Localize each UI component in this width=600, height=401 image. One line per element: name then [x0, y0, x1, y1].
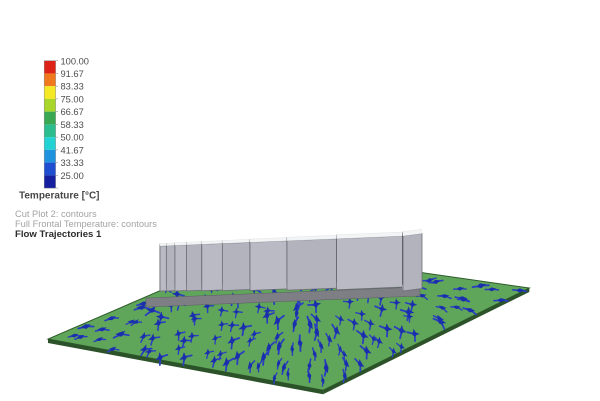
svg-text:66.67: 66.67	[61, 107, 84, 117]
svg-text:Temperature [°C]: Temperature [°C]	[19, 191, 100, 202]
svg-text:Cut Plot 2: contours: Cut Plot 2: contours	[15, 209, 97, 219]
svg-text:91.67: 91.67	[61, 69, 84, 79]
svg-text:75.00: 75.00	[61, 95, 84, 105]
svg-text:33.33: 33.33	[61, 158, 84, 168]
svg-text:50.00: 50.00	[61, 133, 84, 143]
svg-text:100.00: 100.00	[61, 56, 89, 66]
svg-text:41.67: 41.67	[61, 145, 84, 155]
svg-text:Flow Trajectories 1: Flow Trajectories 1	[15, 229, 102, 240]
svg-text:58.33: 58.33	[61, 120, 84, 130]
svg-text:Full Frontal Temperature: cont: Full Frontal Temperature: contours	[15, 219, 157, 229]
svg-text:83.33: 83.33	[61, 82, 84, 92]
svg-text:25.00: 25.00	[61, 171, 84, 181]
